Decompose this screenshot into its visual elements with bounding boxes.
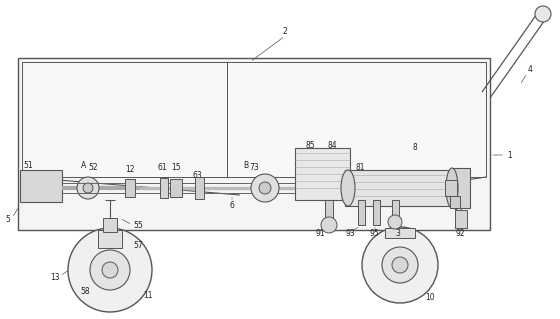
Circle shape <box>77 177 99 199</box>
Text: 84: 84 <box>327 140 337 150</box>
Bar <box>385 228 415 238</box>
Circle shape <box>90 250 130 290</box>
Bar <box>170 179 182 197</box>
Circle shape <box>388 215 402 229</box>
Text: 15: 15 <box>171 164 181 173</box>
Bar <box>295 148 350 200</box>
Bar <box>325 200 333 228</box>
Text: 9: 9 <box>465 182 470 190</box>
Bar <box>452 168 470 208</box>
Text: 55: 55 <box>133 220 143 229</box>
Text: 58: 58 <box>80 287 90 296</box>
Circle shape <box>83 183 93 193</box>
Text: 94: 94 <box>453 204 463 212</box>
Bar <box>345 170 455 206</box>
Text: 8: 8 <box>413 144 417 152</box>
Text: 10: 10 <box>425 293 435 302</box>
Text: 74: 74 <box>457 170 467 180</box>
Bar <box>392 200 399 225</box>
Text: 61: 61 <box>157 164 167 173</box>
Bar <box>455 210 467 228</box>
Text: 13: 13 <box>50 273 60 283</box>
Text: 6: 6 <box>230 201 235 210</box>
Text: 3: 3 <box>395 229 400 239</box>
Text: 63: 63 <box>192 170 202 180</box>
Text: 92: 92 <box>455 229 465 239</box>
Circle shape <box>102 262 118 278</box>
Text: 85: 85 <box>305 140 315 150</box>
Text: 95: 95 <box>369 229 379 239</box>
Text: 1: 1 <box>507 151 512 160</box>
Text: 91: 91 <box>315 229 325 239</box>
Bar <box>125 179 135 197</box>
Text: 93: 93 <box>345 229 355 239</box>
Circle shape <box>259 182 271 194</box>
Circle shape <box>68 228 152 312</box>
Bar <box>373 200 380 225</box>
Bar <box>195 177 204 199</box>
Bar <box>103 218 117 232</box>
Bar <box>98 230 122 248</box>
Text: 73: 73 <box>249 164 259 173</box>
Bar <box>18 58 490 230</box>
Bar <box>227 62 486 177</box>
Text: 11: 11 <box>143 292 153 300</box>
Text: 52: 52 <box>88 164 98 173</box>
Text: 5: 5 <box>6 216 11 225</box>
Text: B: B <box>244 160 249 169</box>
Text: 2: 2 <box>283 27 287 36</box>
Bar <box>445 180 457 196</box>
Text: 12: 12 <box>125 166 135 174</box>
Bar <box>160 178 168 198</box>
Circle shape <box>392 257 408 273</box>
Circle shape <box>382 247 418 283</box>
Circle shape <box>535 6 551 22</box>
Ellipse shape <box>446 168 458 208</box>
Circle shape <box>362 227 438 303</box>
Text: A: A <box>81 160 87 169</box>
Circle shape <box>251 174 279 202</box>
Ellipse shape <box>341 170 355 206</box>
Bar <box>358 200 365 225</box>
Bar <box>22 62 227 177</box>
Text: 57: 57 <box>133 241 143 250</box>
Bar <box>20 170 62 202</box>
Text: 4: 4 <box>528 65 533 75</box>
Text: 81: 81 <box>355 164 365 173</box>
Bar <box>450 196 460 208</box>
Circle shape <box>321 217 337 233</box>
Text: 51: 51 <box>23 161 33 170</box>
